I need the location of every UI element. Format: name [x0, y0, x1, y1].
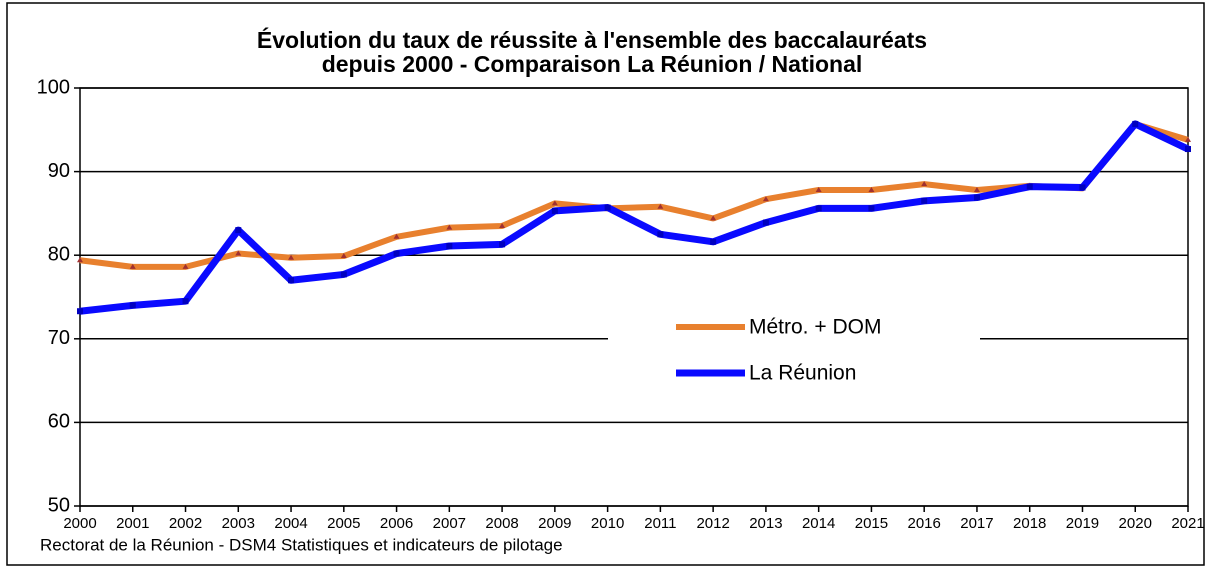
x-tick-label: 2002	[169, 515, 202, 532]
x-tick-label: 2021	[1171, 515, 1204, 532]
point-marker	[921, 197, 928, 204]
point-marker	[973, 186, 980, 192]
y-tick-label: 100	[37, 76, 70, 98]
series-line	[79, 120, 1190, 315]
x-tick-label: 2004	[274, 515, 307, 532]
point-marker	[815, 186, 822, 192]
point-marker	[1026, 183, 1033, 190]
point-marker	[604, 204, 611, 211]
x-tick-label: 2007	[433, 515, 466, 532]
x-tick-label: 2020	[1119, 515, 1152, 532]
y-tick-label: 70	[48, 327, 70, 349]
point-marker	[657, 203, 664, 209]
point-marker	[1079, 184, 1086, 191]
x-tick-label: 2013	[749, 515, 782, 532]
point-marker	[551, 207, 558, 214]
x-tick-label: 2006	[380, 515, 413, 532]
point-marker	[921, 181, 928, 187]
point-marker	[1185, 136, 1191, 142]
x-tick-label: 2018	[1013, 515, 1046, 532]
point-marker	[129, 263, 136, 269]
x-tick-label: 2011	[644, 515, 676, 532]
point-marker	[446, 224, 453, 230]
x-tick-label: 2019	[1066, 515, 1099, 532]
point-marker	[499, 222, 506, 228]
point-marker	[762, 219, 769, 226]
point-marker	[77, 308, 83, 315]
x-tick-label: 2000	[63, 515, 96, 532]
point-marker	[762, 196, 769, 202]
point-marker	[393, 233, 400, 239]
legend-label: Métro. + DOM	[749, 316, 881, 339]
point-marker	[129, 302, 136, 309]
x-tick-label: 2001	[116, 515, 149, 532]
point-marker	[868, 186, 875, 192]
point-marker	[868, 205, 875, 212]
chart-title: Évolution du taux de réussite à l'ensemb…	[257, 26, 927, 53]
x-tick-label: 2008	[485, 515, 518, 532]
point-marker	[815, 205, 822, 212]
point-marker	[710, 215, 717, 221]
x-tick-label: 2017	[960, 515, 993, 532]
x-tick-label: 2005	[327, 515, 360, 532]
point-marker	[499, 241, 506, 248]
point-marker	[973, 194, 980, 201]
plot-border	[79, 87, 1189, 507]
point-marker	[1185, 146, 1191, 153]
point-marker	[657, 231, 664, 238]
x-tick-label: 2014	[802, 515, 835, 532]
point-marker	[1132, 120, 1139, 127]
point-marker	[340, 253, 347, 259]
point-marker	[551, 200, 558, 206]
point-marker	[393, 250, 400, 257]
x-tick-label: 2015	[855, 515, 888, 532]
x-tick-label: 2010	[591, 515, 624, 532]
y-tick-label: 50	[48, 494, 70, 516]
point-marker	[710, 238, 717, 245]
x-tick-label: 2009	[538, 515, 571, 532]
point-marker	[340, 271, 347, 278]
point-marker	[77, 257, 83, 263]
point-marker	[182, 298, 189, 305]
y-tick-label: 60	[48, 411, 70, 433]
point-marker	[182, 263, 189, 269]
point-marker	[446, 243, 453, 250]
legend-box	[608, 300, 980, 395]
frame	[6, 2, 1205, 566]
x-tick-label: 2003	[222, 515, 255, 532]
x-tick-label: 2012	[696, 515, 729, 532]
x-tick-label: 2016	[908, 515, 941, 532]
point-marker	[288, 277, 295, 284]
point-marker	[288, 254, 295, 260]
point-marker	[235, 250, 242, 256]
y-tick-label: 80	[48, 243, 70, 265]
y-tick-label: 90	[48, 160, 70, 182]
legend-label: La Réunion	[749, 362, 856, 385]
point-marker	[235, 227, 242, 234]
chart-title: depuis 2000 - Comparaison La Réunion / N…	[322, 51, 863, 77]
source-note: Rectorat de la Réunion - DSM4 Statistiqu…	[40, 535, 563, 554]
